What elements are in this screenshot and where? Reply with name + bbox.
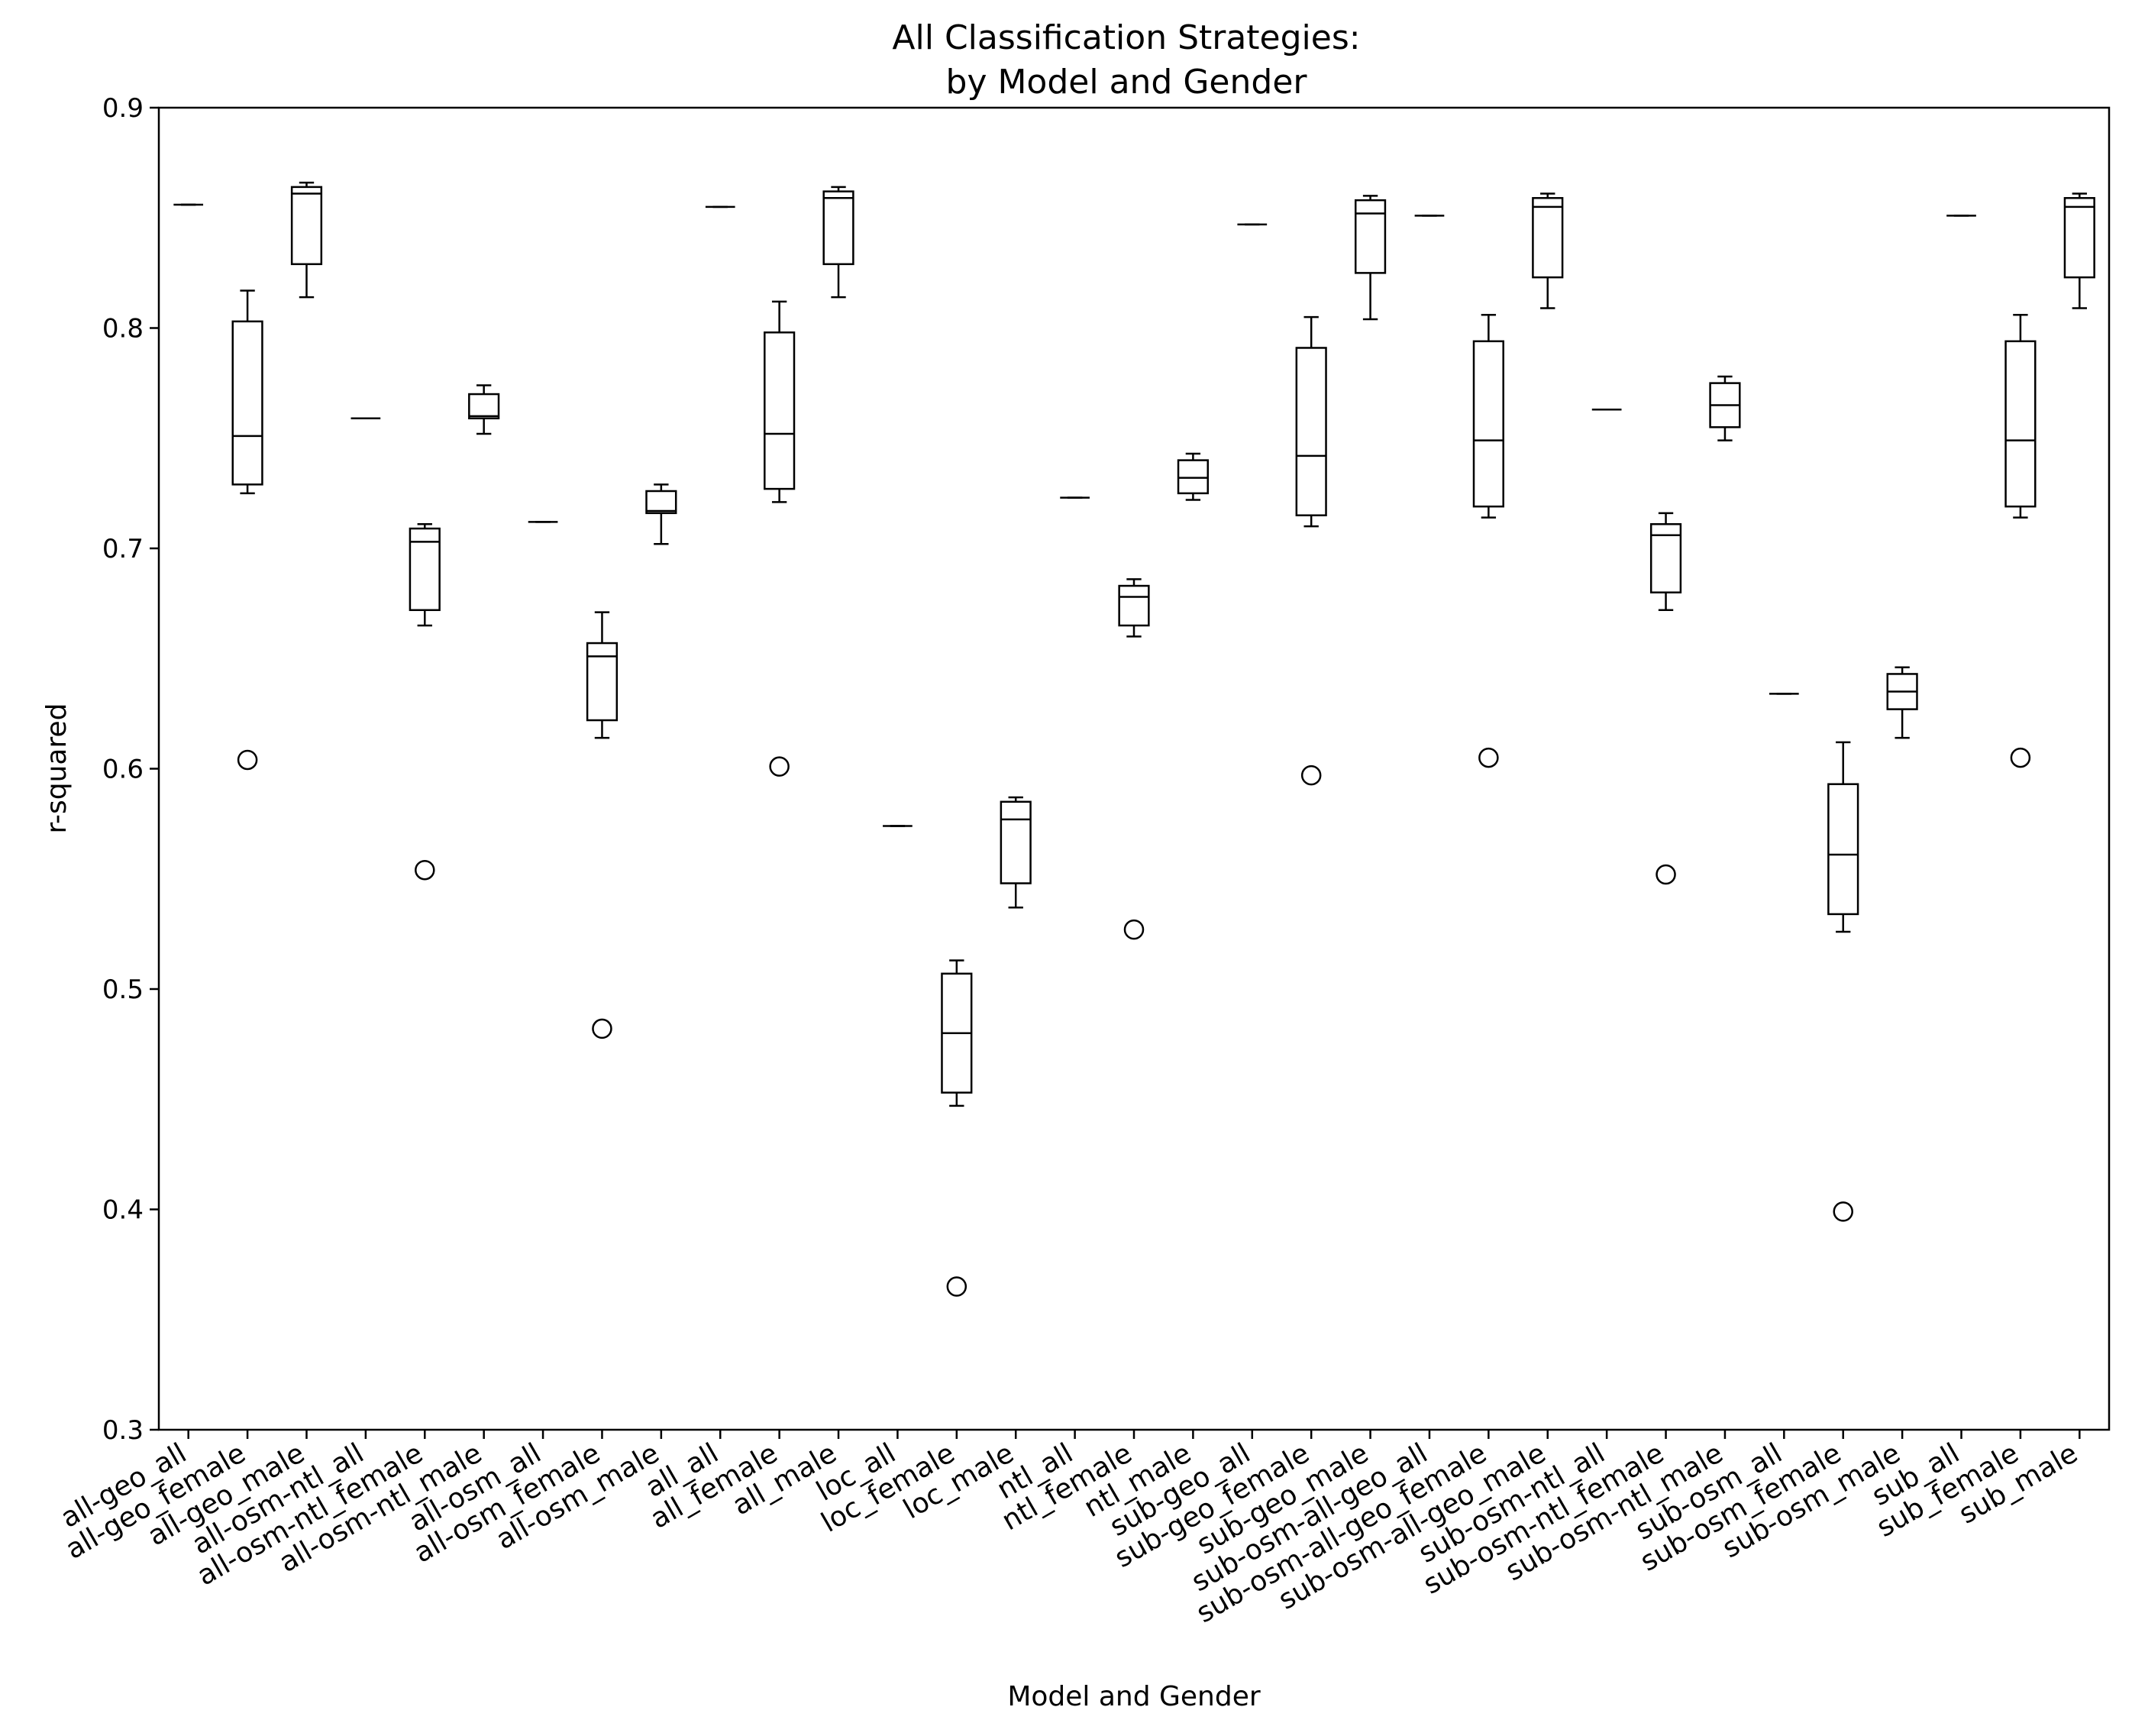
box-iqr <box>1354 199 1387 274</box>
outlier-point <box>237 749 258 771</box>
y-tick-label: 0.7 <box>102 534 144 564</box>
box-iqr <box>1000 800 1032 884</box>
chart-subtitle: by Model and Gender <box>946 63 1308 102</box>
outlier-point <box>946 1276 967 1297</box>
outlier-point <box>1656 864 1676 885</box>
box-iqr <box>822 190 854 266</box>
outlier-point <box>769 756 790 777</box>
y-tick-label: 0.5 <box>102 975 144 1005</box>
plot-frame <box>157 106 2111 1431</box>
y-tick-label: 0.6 <box>102 755 144 785</box>
box-iqr <box>2004 340 2037 508</box>
outlier-point <box>1123 919 1145 940</box>
box-iqr <box>2063 197 2095 279</box>
box-iqr <box>290 186 323 266</box>
box-iqr <box>645 490 677 515</box>
box-iqr <box>231 320 263 486</box>
y-tick-label: 0.4 <box>102 1195 144 1226</box>
box-iqr <box>1295 347 1327 516</box>
y-tick-label: 0.8 <box>102 314 144 344</box>
outlier-point <box>592 1018 612 1039</box>
box-iqr <box>586 642 619 722</box>
box-iqr <box>1472 340 1504 508</box>
y-axis-label: r-squared <box>41 703 73 834</box>
box-iqr <box>1649 523 1682 593</box>
x-axis-label: Model and Gender <box>1007 1681 1261 1712</box>
outlier-point <box>2010 747 2031 768</box>
box-iqr <box>1827 783 1859 916</box>
box-iqr <box>1532 197 1564 279</box>
box-iqr <box>1177 459 1209 495</box>
chart-title: All Classification Strategies: <box>892 18 1360 57</box>
outlier-point <box>1300 765 1322 786</box>
y-tick-label: 0.3 <box>102 1415 144 1446</box>
outlier-point <box>415 859 435 881</box>
outlier-point <box>1478 747 1499 768</box>
box-iqr <box>1118 584 1150 627</box>
y-tick-label: 0.9 <box>102 93 144 124</box>
box-iqr <box>468 393 500 420</box>
box-iqr <box>409 527 441 612</box>
outlier-point <box>1833 1201 1853 1222</box>
box-iqr <box>764 331 796 490</box>
